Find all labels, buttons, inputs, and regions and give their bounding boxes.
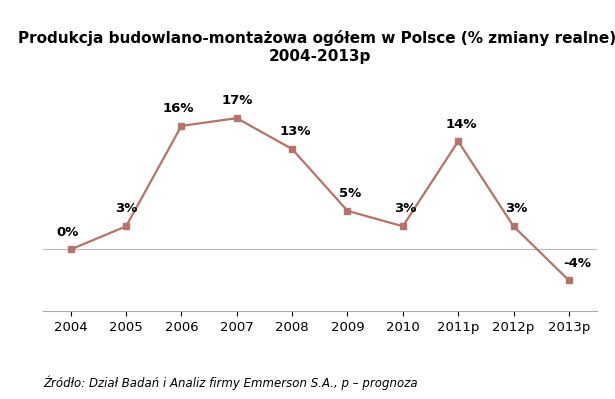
Text: 16%: 16% [163,102,194,115]
Text: 3%: 3% [505,202,528,215]
Text: -4%: -4% [563,257,591,269]
Text: Źródło: Dział Badań i Analiz firmy Emmerson S.A., p – prognoza: Źródło: Dział Badań i Analiz firmy Emmer… [43,375,418,390]
Text: 0%: 0% [57,225,79,239]
Text: 5%: 5% [339,187,362,200]
Title: Produkcja budowlano-montażowa ogółem w Polsce (% zmiany realne),
2004-2013p: Produkcja budowlano-montażowa ogółem w P… [18,30,615,64]
Text: 3%: 3% [394,202,417,215]
Text: 14%: 14% [445,118,477,130]
Text: 13%: 13% [279,125,311,138]
Text: 3%: 3% [115,202,137,215]
Text: 17%: 17% [221,94,253,107]
